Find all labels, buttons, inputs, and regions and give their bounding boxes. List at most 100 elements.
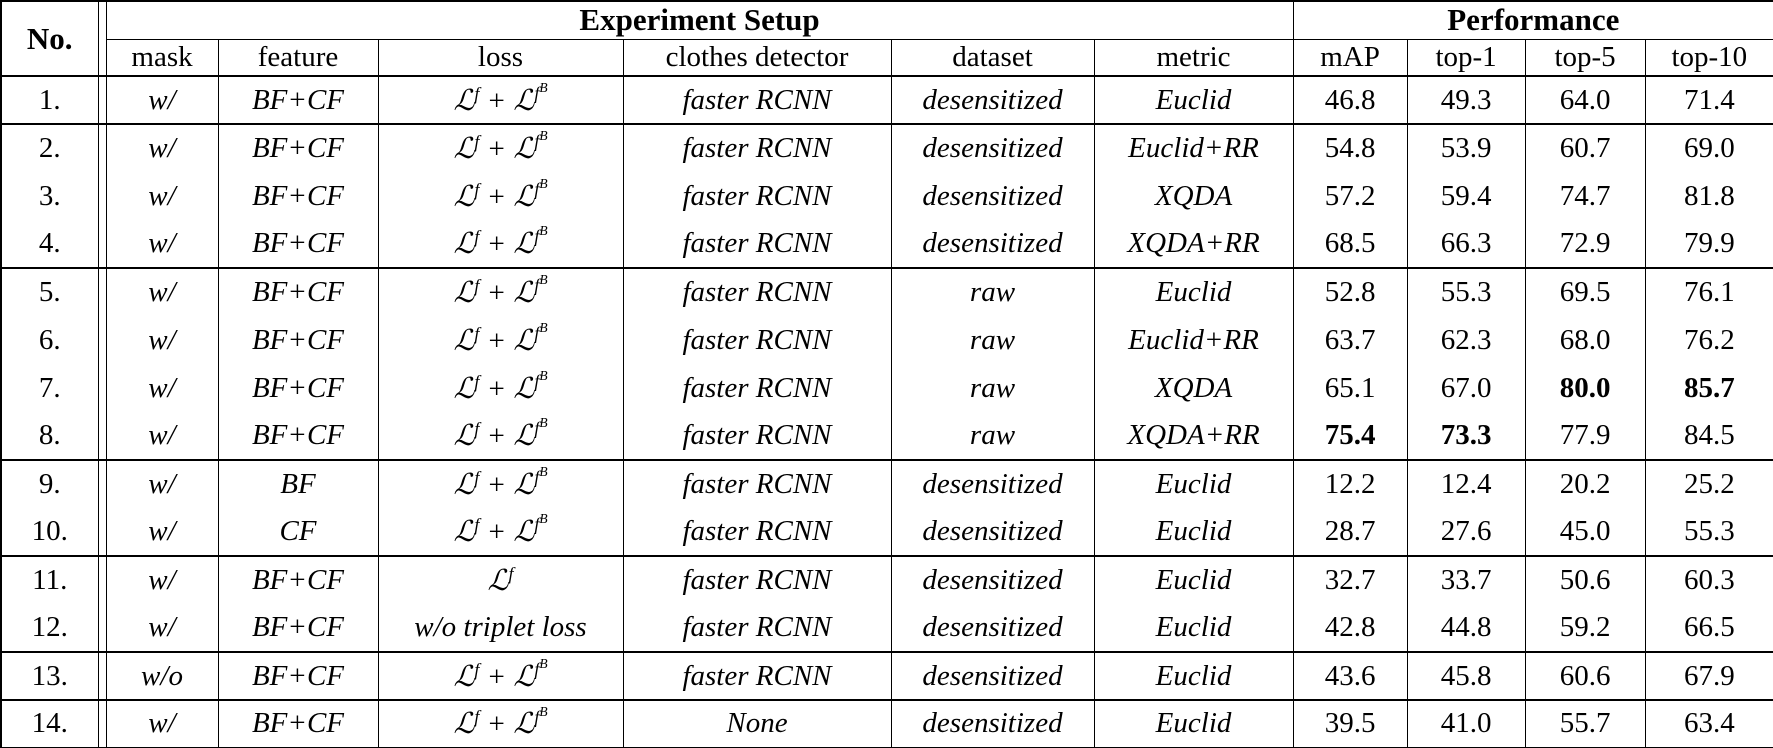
cell-feature: BF+CF: [218, 700, 379, 748]
cell-top1: 12.4: [1407, 460, 1526, 508]
cell-clothes-detector: faster RCNN: [623, 76, 892, 125]
cell-loss: w/o triplet loss: [378, 604, 624, 653]
cell-dataset: desensitized: [891, 460, 1095, 508]
cell-dataset: desensitized: [891, 508, 1095, 557]
cell-clothes-detector: faster RCNN: [623, 124, 892, 172]
cell-row-number: 8.: [1, 412, 99, 461]
table-row: 10. w/ CF ℒf + ℒfB faster RCNN desensiti…: [1, 508, 1773, 557]
cell-map: 52.8: [1293, 268, 1408, 316]
column-header-loss: loss: [378, 39, 624, 77]
cell-mask: w/: [106, 412, 219, 461]
cell-top5: 72.9: [1525, 220, 1646, 269]
cell-clothes-detector: faster RCNN: [623, 172, 892, 220]
cell-top10: 81.8: [1645, 172, 1773, 220]
cell-top1: 44.8: [1407, 604, 1526, 653]
table-row: 12. w/ BF+CF w/o triplet loss faster RCN…: [1, 604, 1773, 653]
cell-top1: 73.3: [1407, 412, 1526, 461]
cell-top1: 41.0: [1407, 700, 1526, 748]
cell-top5: 20.2: [1525, 460, 1646, 508]
cell-clothes-detector: faster RCNN: [623, 316, 892, 364]
column-header-map: mAP: [1293, 39, 1408, 77]
cell-top5: 55.7: [1525, 700, 1646, 748]
cell-top10: 85.7: [1645, 364, 1773, 412]
cell-top10: 60.3: [1645, 556, 1773, 604]
cell-clothes-detector: None: [623, 700, 892, 748]
cell-top1: 49.3: [1407, 76, 1526, 125]
group-header-performance: Performance: [1293, 1, 1773, 40]
cell-loss: ℒf + ℒfB: [378, 652, 624, 701]
double-rule-spacer: [98, 172, 107, 220]
cell-top5: 68.0: [1525, 316, 1646, 364]
column-header-metric: metric: [1094, 39, 1294, 77]
double-rule-spacer: [98, 76, 107, 125]
cell-top10: 67.9: [1645, 652, 1773, 701]
cell-top5: 74.7: [1525, 172, 1646, 220]
header-group-row: No. Experiment Setup Performance: [1, 1, 1773, 77]
cell-top1: 67.0: [1407, 364, 1526, 412]
cell-mask: w/: [106, 124, 219, 172]
cell-dataset: raw: [891, 412, 1095, 461]
cell-top1: 45.8: [1407, 652, 1526, 701]
double-rule-spacer: [98, 1, 107, 77]
double-rule-spacer: [98, 652, 107, 701]
cell-map: 12.2: [1293, 460, 1408, 508]
cell-metric: Euclid: [1094, 460, 1294, 508]
cell-feature: BF+CF: [218, 316, 379, 364]
cell-top1: 62.3: [1407, 316, 1526, 364]
cell-top5: 77.9: [1525, 412, 1646, 461]
cell-map: 43.6: [1293, 652, 1408, 701]
cell-row-number: 10.: [1, 508, 99, 557]
column-header-dataset: dataset: [891, 39, 1095, 77]
cell-feature: BF+CF: [218, 268, 379, 316]
cell-metric: Euclid: [1094, 604, 1294, 653]
cell-top1: 59.4: [1407, 172, 1526, 220]
table-row: 3. w/ BF+CF ℒf + ℒfB faster RCNN desensi…: [1, 172, 1773, 220]
cell-dataset: desensitized: [891, 604, 1095, 653]
table-header: No. Experiment Setup Performance mask fe…: [1, 1, 1773, 77]
column-header-top5: top-5: [1525, 39, 1646, 77]
group-header-experiment-setup: Experiment Setup: [106, 1, 1294, 40]
cell-clothes-detector: faster RCNN: [623, 220, 892, 269]
cell-mask: w/: [106, 364, 219, 412]
table-row: 1. w/ BF+CF ℒf + ℒfB faster RCNN desensi…: [1, 76, 1773, 125]
cell-top10: 69.0: [1645, 124, 1773, 172]
column-header-top10: top-10: [1645, 39, 1773, 77]
cell-row-number: 1.: [1, 76, 99, 125]
cell-map: 63.7: [1293, 316, 1408, 364]
cell-metric: Euclid+RR: [1094, 316, 1294, 364]
double-rule-spacer: [98, 700, 107, 748]
column-header-no: No.: [1, 1, 99, 77]
cell-dataset: desensitized: [891, 220, 1095, 269]
cell-clothes-detector: faster RCNN: [623, 364, 892, 412]
cell-top5: 50.6: [1525, 556, 1646, 604]
cell-top10: 66.5: [1645, 604, 1773, 653]
cell-loss: ℒf + ℒfB: [378, 76, 624, 125]
cell-metric: Euclid+RR: [1094, 124, 1294, 172]
cell-top1: 27.6: [1407, 508, 1526, 557]
cell-metric: XQDA+RR: [1094, 220, 1294, 269]
double-rule-spacer: [98, 412, 107, 461]
cell-mask: w/: [106, 172, 219, 220]
cell-dataset: raw: [891, 268, 1095, 316]
cell-loss: ℒf + ℒfB: [378, 364, 624, 412]
cell-feature: BF+CF: [218, 220, 379, 269]
cell-dataset: desensitized: [891, 700, 1095, 748]
cell-row-number: 2.: [1, 124, 99, 172]
cell-loss: ℒf + ℒfB: [378, 172, 624, 220]
cell-loss: ℒf + ℒfB: [378, 268, 624, 316]
cell-metric: Euclid: [1094, 508, 1294, 557]
cell-top5: 80.0: [1525, 364, 1646, 412]
cell-clothes-detector: faster RCNN: [623, 268, 892, 316]
cell-metric: XQDA: [1094, 172, 1294, 220]
cell-loss: ℒf + ℒfB: [378, 700, 624, 748]
cell-feature: BF+CF: [218, 364, 379, 412]
cell-top5: 69.5: [1525, 268, 1646, 316]
cell-top1: 55.3: [1407, 268, 1526, 316]
cell-clothes-detector: faster RCNN: [623, 652, 892, 701]
table-row: 6. w/ BF+CF ℒf + ℒfB faster RCNN raw Euc…: [1, 316, 1773, 364]
cell-row-number: 7.: [1, 364, 99, 412]
cell-top10: 84.5: [1645, 412, 1773, 461]
column-header-feature: feature: [218, 39, 379, 77]
cell-top10: 63.4: [1645, 700, 1773, 748]
cell-dataset: desensitized: [891, 124, 1095, 172]
